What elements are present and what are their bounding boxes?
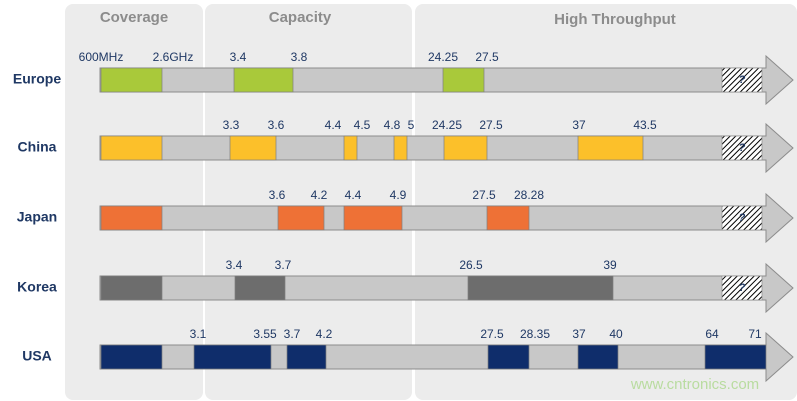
frequency-label: 24.25	[432, 118, 462, 132]
spectrum-block	[277, 205, 325, 231]
country-label: USA	[22, 348, 52, 364]
frequency-label: 3.1	[190, 327, 207, 341]
spectrum-block	[234, 275, 286, 301]
future-band-label: ?	[739, 74, 746, 86]
frequency-label: 26.5	[459, 258, 483, 272]
frequency-label: 64	[705, 327, 719, 341]
frequency-label: 24.25	[428, 50, 458, 64]
rows: Europe 600MHz 2.6GHz 3.4 3.8 24.25 27.5? China 3…	[13, 50, 794, 383]
coverage-panel	[65, 4, 203, 400]
frequency-label: 3.4	[230, 50, 247, 64]
country-label: Europe	[13, 71, 61, 87]
spectrum-block	[487, 344, 530, 370]
spectrum-block	[704, 344, 767, 370]
spectrum-block	[577, 135, 644, 161]
spectrum-block	[100, 205, 163, 231]
frequency-label: 27.5	[479, 118, 503, 132]
future-band-label: ?	[739, 142, 746, 154]
frequency-label: 3.6	[269, 188, 286, 202]
future-band	[721, 275, 763, 301]
country-label: Korea	[17, 279, 57, 295]
future-band	[721, 67, 763, 93]
frequency-label: 4.2	[311, 188, 328, 202]
frequency-label: 5	[408, 118, 415, 132]
frequency-label: 4.4	[345, 188, 362, 202]
spectrum-block	[100, 275, 163, 301]
spectrum-block	[486, 205, 530, 231]
frequency-label: 3.4	[226, 258, 243, 272]
frequency-label: 3.55	[253, 327, 277, 341]
spectrum-block	[100, 344, 163, 370]
future-band	[721, 205, 763, 231]
frequency-label: 43.5	[633, 118, 657, 132]
frequency-label: 3.3	[223, 118, 240, 132]
spectrum-block	[443, 135, 488, 161]
spectrum-block	[100, 67, 163, 93]
frequency-label: 3.7	[284, 327, 301, 341]
frequency-label: 3.8	[291, 50, 308, 64]
frequency-label: 600MHz	[79, 50, 124, 64]
throughput-panel	[415, 4, 797, 400]
frequency-label: 27.5	[480, 327, 504, 341]
spectrum-block	[343, 205, 403, 231]
future-band	[721, 135, 763, 161]
future-band-label: ?	[739, 212, 746, 224]
spectrum-block	[343, 135, 358, 161]
country-label: China	[18, 139, 57, 155]
future-band-label: ?	[739, 282, 746, 294]
frequency-label: 71	[748, 327, 762, 341]
spectrum-block	[193, 344, 272, 370]
spectrum-block	[442, 67, 485, 93]
frequency-label: 4.4	[325, 118, 342, 132]
frequency-label: 4.8	[384, 118, 401, 132]
spectrum-block	[229, 135, 277, 161]
spectrum-block	[467, 275, 614, 301]
spectrum-block	[100, 135, 163, 161]
frequency-label: 3.6	[268, 118, 285, 132]
frequency-label: 4.9	[390, 188, 407, 202]
frequency-label: 3.7	[275, 258, 292, 272]
capacity-panel	[205, 4, 412, 400]
spectrum-block	[393, 135, 408, 161]
column-header: High Throughput	[554, 11, 676, 28]
frequency-label: 37	[572, 327, 586, 341]
spectrum-block	[577, 344, 619, 370]
frequency-label: 28.28	[514, 188, 544, 202]
frequency-label: 39	[603, 258, 617, 272]
frequency-label: 40	[609, 327, 623, 341]
frequency-label: 2.6GHz	[153, 50, 194, 64]
column-header: Coverage	[100, 9, 168, 26]
column-header: Capacity	[269, 9, 332, 26]
country-label: Japan	[17, 209, 57, 225]
frequency-label: 37	[572, 118, 586, 132]
band-arrow	[99, 192, 794, 244]
frequency-label: 4.2	[316, 327, 333, 341]
frequency-label: 27.5	[475, 50, 499, 64]
spectrum-block	[233, 67, 294, 93]
spectrum-block	[286, 344, 327, 370]
frequency-label: 4.5	[354, 118, 371, 132]
frequency-label: 28.35	[520, 327, 550, 341]
frequency-label: 27.5	[472, 188, 496, 202]
watermark: www.cntronics.com	[630, 376, 759, 393]
